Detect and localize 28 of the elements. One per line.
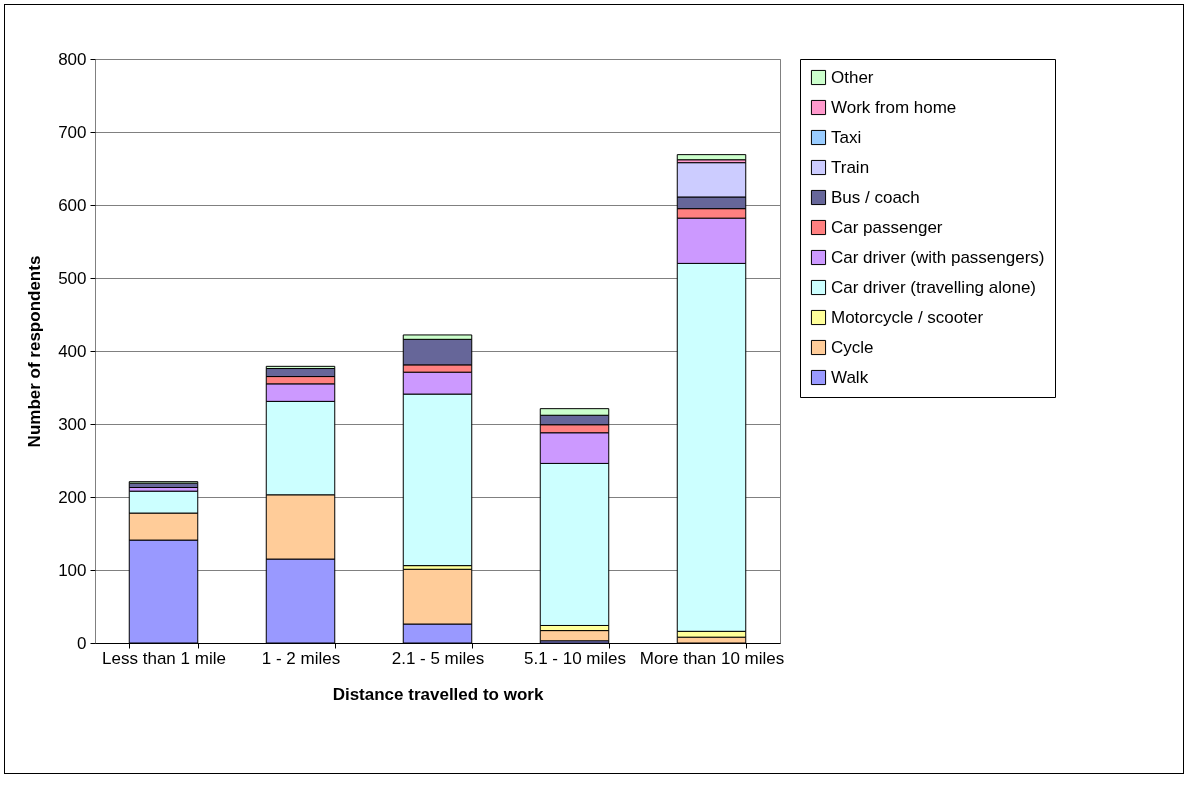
legend-label: Other	[831, 67, 874, 87]
y-tick-label: 400	[58, 341, 87, 361]
legend-label: Work from home	[831, 97, 957, 117]
legend-label: Train	[831, 157, 870, 177]
legend-label: Car driver (with passengers)	[831, 247, 1045, 267]
bar	[676, 154, 747, 161]
y-tick-label: 0	[77, 633, 87, 653]
y-tick-label: 700	[58, 122, 87, 142]
y-tick-label: 500	[58, 268, 87, 288]
y-axis-title: Number of respondents	[25, 255, 45, 448]
x-tick-label: More than 10 miles	[639, 648, 785, 668]
legend-label: Motorcycle / scooter	[831, 307, 984, 327]
legend-label: Walk	[831, 367, 869, 387]
x-tick-label: Less than 1 mile	[102, 648, 226, 668]
legend-label: Car driver (travelling alone)	[831, 277, 1037, 297]
y-tick-label: 200	[58, 487, 87, 507]
legend-label: Taxi	[831, 127, 862, 147]
y-tick-label: 100	[58, 560, 87, 580]
x-tick-label: 2.1 - 5 miles	[391, 648, 485, 668]
legend-label: Car passenger	[831, 217, 943, 237]
legend-label: Bus / coach	[831, 187, 920, 207]
legend-label: Cycle	[831, 337, 874, 357]
x-tick-label: 1 - 2 miles	[261, 648, 341, 668]
x-tick-label: 5.1 - 10 miles	[523, 648, 627, 668]
y-tick-label: 600	[58, 195, 87, 215]
y-tick-label: 300	[58, 414, 87, 434]
x-axis-title: Distance travelled to work	[332, 684, 544, 704]
y-tick-label: 800	[58, 49, 87, 69]
